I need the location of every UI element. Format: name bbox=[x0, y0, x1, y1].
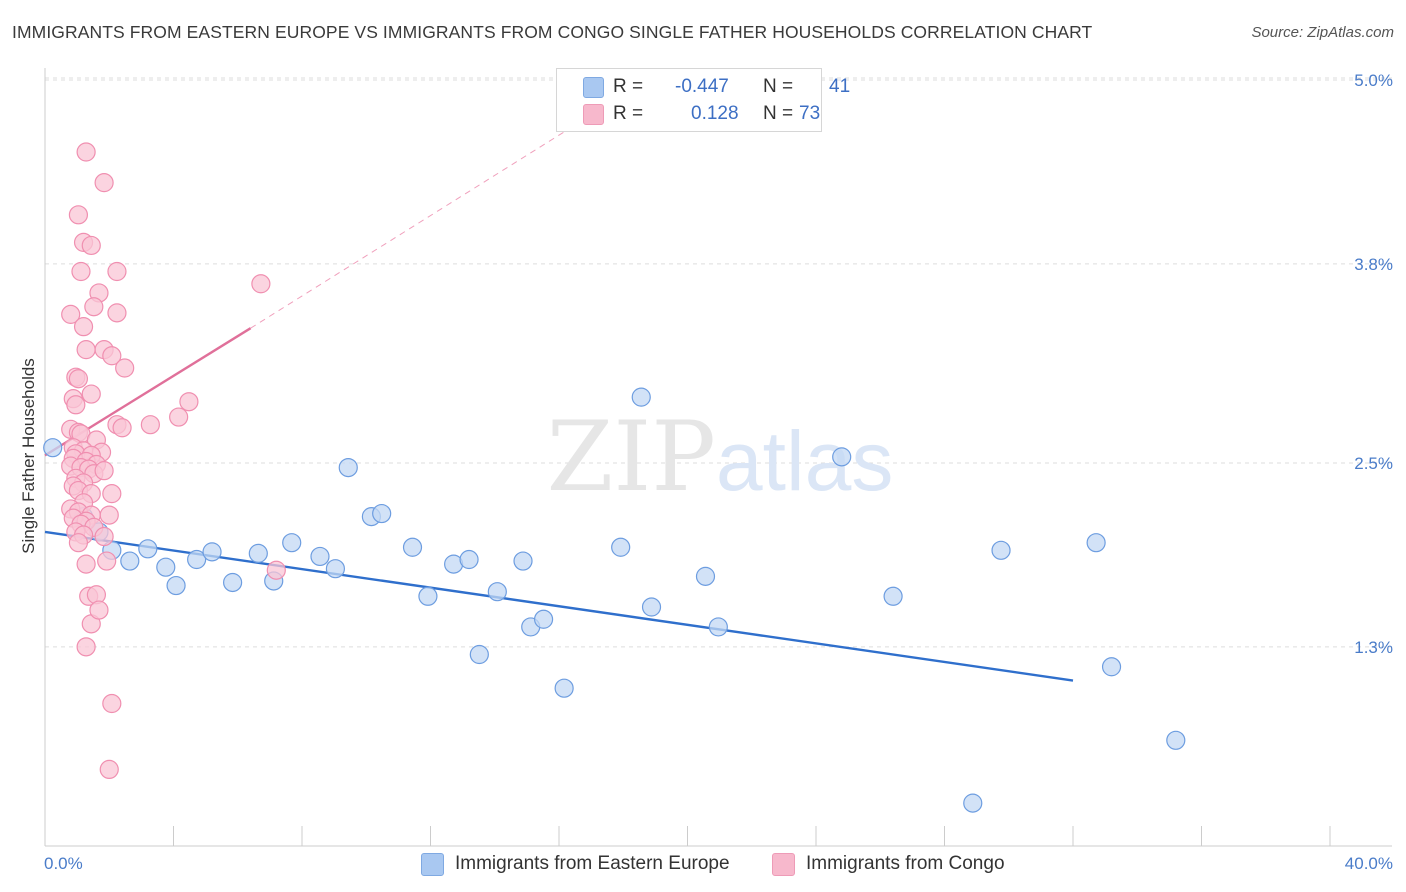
point-eastern-europe bbox=[487, 582, 507, 602]
point-eastern-europe bbox=[611, 537, 631, 557]
point-congo bbox=[61, 304, 81, 324]
point-eastern-europe bbox=[187, 549, 207, 570]
point-congo bbox=[169, 407, 189, 427]
legend-r-label: R = bbox=[613, 103, 644, 124]
legend-swatch-blue bbox=[583, 77, 604, 98]
legend-n-value: 41 bbox=[829, 76, 851, 97]
point-congo bbox=[140, 415, 160, 435]
point-congo bbox=[81, 384, 101, 404]
y-axis-label: Single Father Households bbox=[19, 358, 38, 554]
point-congo bbox=[107, 303, 127, 323]
point-eastern-europe bbox=[138, 539, 158, 559]
bottom-legend-label: Immigrants from Congo bbox=[806, 853, 1005, 874]
point-congo bbox=[99, 505, 119, 525]
point-congo bbox=[94, 461, 114, 481]
point-eastern-europe bbox=[248, 543, 268, 563]
point-eastern-europe bbox=[708, 617, 728, 637]
point-congo bbox=[68, 533, 89, 553]
legend-n-label: N = bbox=[763, 103, 794, 124]
point-congo bbox=[73, 317, 94, 337]
point-eastern-europe bbox=[223, 572, 243, 593]
legend-r-value: -0.447 bbox=[675, 76, 729, 97]
point-eastern-europe bbox=[43, 438, 63, 458]
point-congo bbox=[99, 759, 119, 780]
point-congo bbox=[89, 600, 109, 620]
y-tick-label: 1.3% bbox=[1354, 638, 1393, 657]
point-congo bbox=[76, 142, 96, 162]
point-congo bbox=[102, 346, 122, 366]
legend-r-label: R = bbox=[613, 76, 644, 97]
y-tick-label: 5.0% bbox=[1354, 71, 1393, 90]
watermark-suffix: atlas bbox=[716, 414, 893, 508]
x-tick-label: 0.0% bbox=[44, 854, 83, 873]
point-eastern-europe bbox=[402, 537, 423, 557]
point-eastern-europe bbox=[310, 546, 330, 567]
y-tick-label: 2.5% bbox=[1354, 454, 1393, 473]
point-eastern-europe bbox=[641, 597, 662, 617]
point-congo bbox=[71, 261, 91, 282]
point-congo bbox=[84, 297, 104, 317]
point-eastern-europe bbox=[120, 551, 140, 571]
point-eastern-europe bbox=[202, 542, 222, 562]
y-tick-label: 3.8% bbox=[1354, 255, 1393, 274]
chart-title: IMMIGRANTS FROM EASTERN EUROPE VS IMMIGR… bbox=[12, 22, 1093, 42]
legend-n-label: N = bbox=[763, 76, 794, 97]
point-congo bbox=[76, 637, 96, 657]
data-points bbox=[43, 142, 1186, 813]
point-congo bbox=[115, 358, 135, 378]
point-congo bbox=[251, 274, 271, 294]
point-eastern-europe bbox=[631, 387, 651, 407]
tick-labels: 1.3% 2.5% 3.8% 5.0% 0.0% 40.0% bbox=[44, 71, 1393, 873]
point-congo bbox=[107, 261, 127, 282]
trend-line bbox=[250, 102, 611, 329]
point-eastern-europe bbox=[1086, 533, 1106, 553]
point-eastern-europe bbox=[459, 549, 479, 570]
legend-r-value: 0.128 bbox=[691, 103, 739, 124]
point-eastern-europe bbox=[156, 557, 176, 577]
point-eastern-europe bbox=[282, 533, 302, 553]
point-congo bbox=[76, 340, 96, 360]
point-eastern-europe bbox=[1166, 730, 1186, 750]
point-eastern-europe bbox=[883, 586, 903, 606]
correlation-legend: R = -0.447 N = 41 R = 0.128 N = 73 bbox=[556, 68, 850, 132]
point-eastern-europe bbox=[695, 566, 716, 586]
trend-lines bbox=[44, 102, 1074, 682]
point-congo bbox=[179, 392, 199, 412]
point-eastern-europe bbox=[832, 447, 852, 467]
point-eastern-europe bbox=[991, 540, 1011, 560]
point-eastern-europe bbox=[372, 503, 392, 524]
point-congo bbox=[102, 693, 122, 714]
watermark: ZIPatlas bbox=[547, 401, 894, 513]
point-eastern-europe bbox=[554, 678, 574, 698]
legend-swatch-pink bbox=[583, 104, 604, 125]
x-tick-label: 40.0% bbox=[1345, 854, 1393, 873]
point-congo bbox=[266, 560, 286, 580]
point-eastern-europe bbox=[469, 644, 489, 665]
point-eastern-europe bbox=[338, 457, 358, 478]
point-congo bbox=[94, 173, 114, 193]
point-congo bbox=[68, 205, 89, 225]
point-congo bbox=[112, 418, 132, 438]
source-credit: Source: ZipAtlas.com bbox=[1251, 24, 1394, 41]
point-congo bbox=[102, 484, 122, 504]
legend-n-value: 73 bbox=[799, 103, 821, 124]
point-eastern-europe bbox=[513, 551, 533, 571]
point-congo bbox=[97, 551, 117, 571]
bottom-legend-label: Immigrants from Eastern Europe bbox=[455, 853, 730, 874]
axes bbox=[44, 68, 1392, 847]
point-eastern-europe bbox=[418, 586, 438, 606]
point-congo bbox=[68, 369, 89, 389]
point-congo bbox=[66, 395, 86, 415]
point-congo bbox=[94, 526, 114, 547]
bottom-legend-swatch-blue bbox=[421, 853, 444, 876]
point-eastern-europe bbox=[166, 575, 186, 596]
point-eastern-europe bbox=[1101, 657, 1122, 677]
bottom-legend-swatch-pink bbox=[772, 853, 795, 876]
point-eastern-europe bbox=[963, 793, 983, 813]
point-congo bbox=[76, 554, 96, 574]
point-eastern-europe bbox=[533, 609, 554, 629]
point-congo bbox=[81, 235, 101, 256]
point-eastern-europe bbox=[325, 559, 346, 579]
